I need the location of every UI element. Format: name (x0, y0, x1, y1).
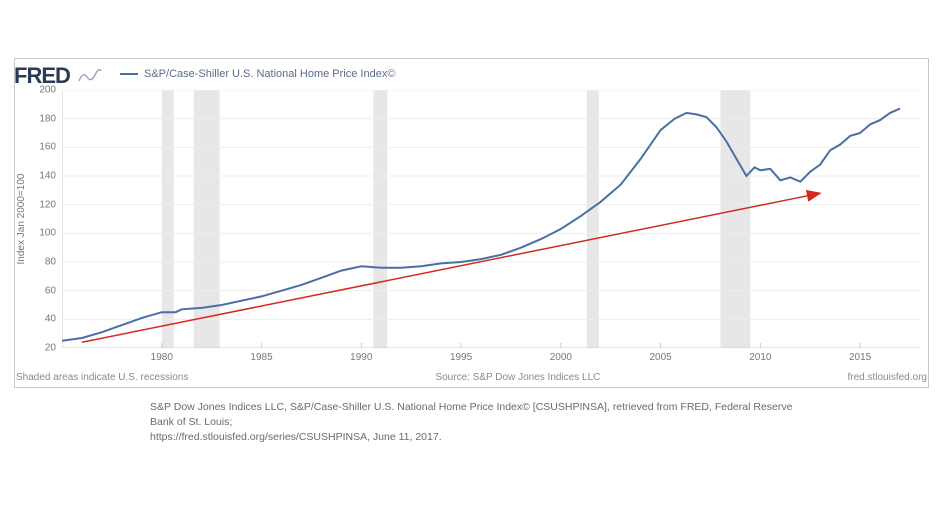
y-tick-label: 20 (45, 343, 56, 354)
y-tick-label: 40 (45, 314, 56, 325)
chart-footer-row: Shaded areas indicate U.S. recessions So… (14, 372, 929, 383)
citation-line1: S&P Dow Jones Indices LLC, S&P/Case-Shil… (150, 400, 810, 430)
x-tick-label: 2000 (550, 352, 572, 363)
fred-link[interactable]: fred.stlouisfed.org (847, 372, 927, 383)
x-tick-label: 1980 (151, 352, 173, 363)
x-tick-label: 2010 (749, 352, 771, 363)
y-tick-label: 100 (39, 228, 56, 239)
citation-text: S&P Dow Jones Indices LLC, S&P/Case-Shil… (150, 400, 810, 446)
y-tick-label: 140 (39, 171, 56, 182)
chart-plot: 2040608010012014016018020019801985199019… (62, 90, 920, 348)
x-tick-label: 1995 (450, 352, 472, 363)
y-tick-label: 60 (45, 285, 56, 296)
y-axis-label: Index Jan 2000=100 (16, 90, 27, 348)
y-tick-label: 200 (39, 85, 56, 96)
recession-note: Shaded areas indicate U.S. recessions (16, 372, 188, 383)
x-tick-label: 1990 (350, 352, 372, 363)
legend: S&P/Case-Shiller U.S. National Home Pric… (120, 68, 395, 80)
legend-swatch (120, 73, 138, 75)
chart-svg (62, 90, 920, 348)
source-note: Source: S&P Dow Jones Indices LLC (435, 372, 600, 383)
legend-label: S&P/Case-Shiller U.S. National Home Pric… (144, 68, 395, 80)
y-tick-label: 160 (39, 142, 56, 153)
y-tick-label: 180 (39, 113, 56, 124)
x-tick-label: 2015 (849, 352, 871, 363)
y-tick-label: 120 (39, 199, 56, 210)
y-tick-label: 80 (45, 257, 56, 268)
x-tick-label: 2005 (649, 352, 671, 363)
citation-line2: https://fred.stlouisfed.org/series/CSUSH… (150, 430, 810, 445)
fred-logo: FRED (14, 63, 102, 89)
fred-logo-icon (78, 67, 102, 85)
x-tick-label: 1985 (250, 352, 272, 363)
